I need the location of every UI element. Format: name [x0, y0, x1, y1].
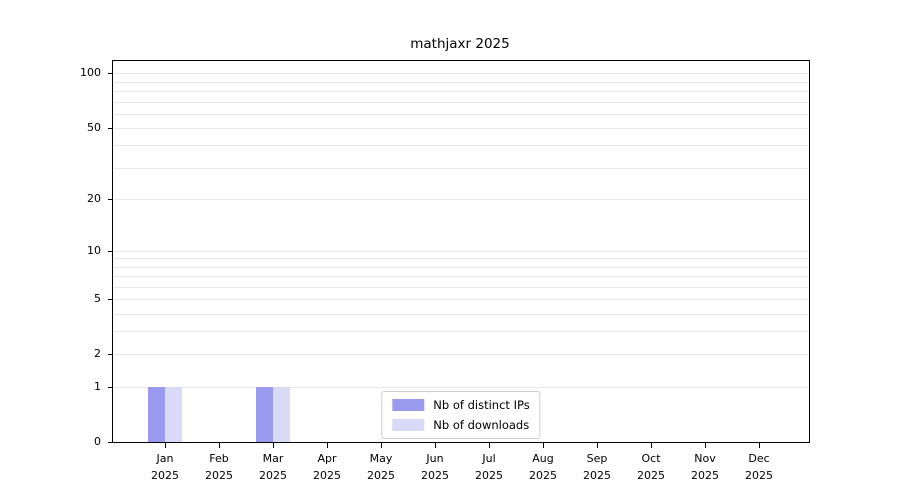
- x-tick-label: Dec 2025: [729, 451, 789, 484]
- x-tick-label: Aug 2025: [513, 451, 573, 484]
- x-tick-label: Nov 2025: [675, 451, 735, 484]
- bar-distinct-ips: [256, 386, 273, 442]
- x-tick-label: Sep 2025: [567, 451, 627, 484]
- x-tick-label-line: Mar: [262, 452, 284, 465]
- x-axis-tick: [381, 443, 382, 448]
- x-tick-label-line: Jul: [482, 452, 496, 465]
- gridline: [113, 266, 809, 268]
- gridline: [113, 91, 809, 92]
- y-axis-tick: [108, 386, 112, 388]
- y-axis-tick: [108, 442, 112, 443]
- gridline: [113, 128, 809, 129]
- y-tick-label: 100: [80, 66, 101, 80]
- gridline: [113, 313, 809, 315]
- y-tick-label: 0: [94, 435, 101, 448]
- legend-swatch: [392, 419, 425, 431]
- x-axis-tick: [489, 443, 490, 448]
- gridline: [113, 354, 809, 356]
- y-axis-tick: [108, 73, 112, 75]
- gridline: [113, 167, 809, 169]
- x-tick-label-line: 2025: [475, 468, 503, 482]
- x-tick-label-line: 2025: [583, 468, 611, 482]
- x-tick-label: May 2025: [351, 451, 411, 484]
- x-tick-label-line: May: [369, 452, 393, 465]
- legend-label: Nb of downloads: [433, 418, 530, 432]
- gridline: [113, 81, 809, 83]
- x-tick-label: Oct 2025: [621, 451, 681, 484]
- x-axis-tick: [165, 443, 166, 448]
- x-tick-label-line: Sep: [586, 452, 608, 465]
- x-axis-tick: [759, 443, 760, 448]
- x-tick-label-line: 2025: [259, 468, 287, 482]
- bar-distinct-ips: [148, 386, 165, 442]
- gridline: [113, 286, 809, 288]
- x-tick-label-line: 2025: [691, 468, 719, 482]
- x-tick-label-line: Dec: [748, 452, 770, 465]
- gridline: [113, 145, 809, 147]
- x-tick-label-line: 2025: [421, 468, 449, 482]
- bar-downloads: [165, 386, 182, 442]
- gridline: [113, 275, 809, 277]
- y-tick-label: 20: [87, 191, 101, 205]
- gridline: [113, 113, 809, 115]
- legend: Nb of distinct IPs Nb of downloads: [381, 391, 541, 439]
- x-tick-label-line: 2025: [637, 468, 665, 482]
- x-tick-label-line: Feb: [209, 452, 229, 465]
- x-axis-tick: [219, 443, 220, 448]
- legend-swatch: [392, 399, 425, 411]
- x-tick-label-line: 2025: [313, 468, 341, 482]
- x-axis-tick: [597, 443, 598, 448]
- x-axis-tick: [435, 443, 436, 448]
- gridline: [113, 73, 809, 75]
- gridline: [113, 258, 809, 260]
- x-tick-label-line: Jan: [156, 452, 174, 465]
- chart-title: mathjaxr 2025: [410, 36, 510, 52]
- x-tick-label-line: Oct: [641, 452, 661, 465]
- y-axis-tick: [108, 198, 112, 200]
- y-tick-label: 50: [87, 121, 101, 134]
- y-tick-label: 2: [94, 347, 101, 361]
- x-axis-tick: [543, 443, 544, 448]
- x-tick-label: Mar 2025: [243, 451, 303, 484]
- x-tick-label: Jan 2025: [135, 451, 195, 484]
- gridline: [113, 331, 809, 333]
- gridline: [113, 386, 809, 388]
- x-tick-label: Jun 2025: [405, 451, 465, 484]
- x-axis-tick: [327, 443, 328, 448]
- gridline: [113, 101, 809, 103]
- x-axis-tick: [651, 443, 652, 448]
- x-tick-label: Apr 2025: [297, 451, 357, 484]
- y-tick-label: 5: [94, 291, 101, 305]
- y-axis-tick: [108, 354, 112, 356]
- gridline: [113, 198, 809, 200]
- legend-label: Nb of distinct IPs: [433, 398, 530, 412]
- legend-entry: Nb of downloads: [392, 418, 529, 432]
- bar-downloads: [273, 386, 290, 442]
- x-tick-label-line: Nov: [694, 452, 716, 465]
- x-tick-label-line: 2025: [151, 468, 179, 482]
- x-tick-label: Feb 2025: [189, 451, 249, 484]
- y-axis-tick: [108, 128, 112, 129]
- gridline: [113, 298, 809, 300]
- legend-entry: Nb of distinct IPs: [392, 398, 530, 412]
- x-tick-label: Jul 2025: [459, 451, 519, 484]
- y-axis-tick: [108, 250, 112, 252]
- x-tick-label-line: 2025: [367, 468, 395, 482]
- plot-area: Nb of distinct IPs Nb of downloads 0 1 2 5 10…: [80, 60, 810, 482]
- x-axis-tick: [705, 443, 706, 448]
- x-tick-label-line: Jun: [426, 452, 444, 465]
- x-tick-label-line: Aug: [532, 452, 554, 465]
- x-tick-label-line: Apr: [317, 452, 337, 465]
- x-tick-label-line: 2025: [745, 468, 773, 482]
- gridline: [113, 250, 809, 252]
- x-tick-label-line: 2025: [205, 468, 233, 482]
- x-tick-label-line: 2025: [529, 468, 557, 482]
- y-axis-tick: [108, 298, 112, 300]
- y-tick-label: 1: [94, 379, 101, 393]
- x-axis-tick: [273, 443, 274, 448]
- y-tick-label: 10: [87, 243, 101, 257]
